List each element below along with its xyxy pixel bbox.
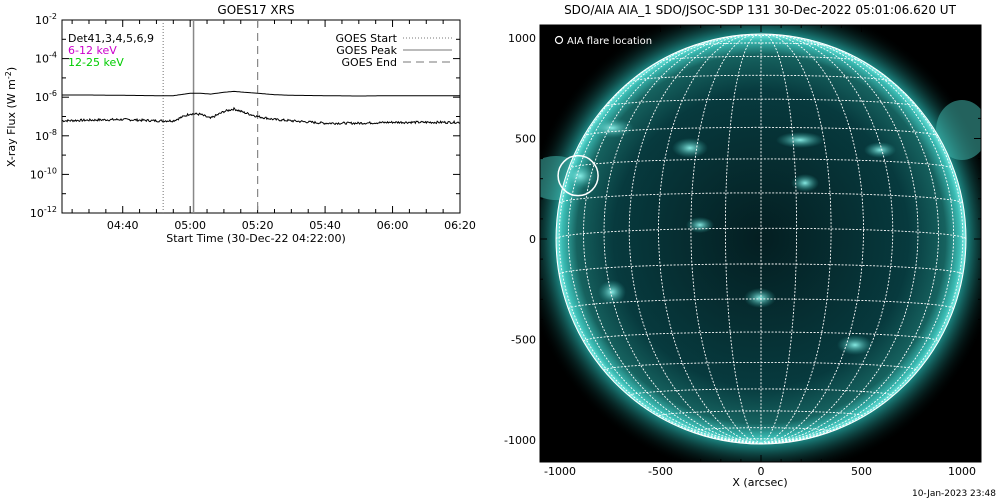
y-tick-exp: -10 (44, 166, 57, 175)
aia-x-tick-label: -1000 (544, 465, 576, 478)
active-region (837, 335, 873, 355)
aia-y-tick-label: 1000 (508, 32, 536, 45)
y-tick-label: 10-10 (30, 166, 57, 181)
x-tick-label: 05:40 (309, 219, 341, 232)
latitude-line (603, 98, 919, 108)
y-tick-exp: -12 (44, 205, 57, 214)
y-tick-label: 10-6 (35, 89, 57, 104)
latitude-line (556, 227, 966, 240)
aia-axes: -1000 -500 0 500 1000 1000 500 0 -500 -1000 (504, 25, 981, 478)
longitude-line (760, 34, 864, 444)
latitude-line (691, 42, 831, 47)
goes-channel-label-6-12: 6-12 keV (68, 44, 117, 57)
y-tick-exp: -4 (49, 51, 57, 60)
x-tick-label: 05:20 (242, 219, 274, 232)
aia-x-axis-label: X (arcsec) (732, 476, 787, 489)
longitude-line (583, 34, 762, 444)
longitude-line (690, 34, 762, 444)
y-tick-base: 10 (35, 53, 49, 66)
aia-y-tick-label: -1000 (504, 434, 536, 447)
x-tick-label: 06:20 (444, 219, 476, 232)
flare-legend-symbol (554, 35, 564, 45)
x-tick-label: 04:40 (107, 219, 139, 232)
aia-image-title: SDO/AIA AIA_1 SDO/JSOC-SDP 131 30-Dec-20… (564, 3, 957, 17)
aia-x-tick-label: -500 (648, 465, 673, 478)
aia-y-tick-label: -500 (511, 334, 536, 347)
longitude-line (567, 35, 762, 444)
goes-legend-end-label: GOES End (341, 56, 397, 69)
active-region (776, 132, 824, 148)
goes-channel-label-12-25: 12-25 keV (68, 56, 124, 69)
active-region (791, 174, 819, 192)
aia-y-tick-label: 500 (515, 133, 536, 146)
active-region (864, 142, 896, 158)
longitude-line (760, 34, 894, 444)
longitude-line (628, 34, 762, 444)
y-tick-exp: -8 (49, 128, 57, 137)
flare-location-circle (557, 154, 599, 197)
active-region (686, 217, 714, 233)
goes-legend-start-label: GOES Start (336, 32, 398, 45)
y-tick-base: 10 (30, 168, 44, 181)
aia-x-tick-label: 1000 (948, 465, 976, 478)
aia-limb-plume-west (936, 100, 981, 160)
y-tick-exp: -6 (49, 89, 57, 98)
aia-x-tick-label: 500 (851, 465, 872, 478)
latitude-line (658, 55, 864, 62)
aia-image-content: AIA flare location (540, 25, 981, 462)
active-region (744, 288, 776, 308)
goes-series-group (62, 90, 460, 126)
longitude-line (658, 34, 762, 444)
active-region (598, 280, 626, 304)
goes-legend: GOES Start GOES Peak GOES End (336, 32, 452, 69)
y-tick-exp: -2 (49, 12, 57, 21)
goes-y-axis-label-sup: -2 (4, 71, 13, 79)
longitude-line (558, 43, 762, 444)
y-tick-base: 10 (35, 130, 49, 143)
longitude-line (760, 34, 939, 444)
longitude-line (760, 34, 832, 444)
goes-series-short (62, 106, 460, 126)
longitude-line (760, 35, 955, 444)
y-tick-base: 10 (35, 14, 49, 27)
x-tick-label: 05:00 (174, 219, 206, 232)
goes-series-long (62, 90, 460, 97)
flare-legend-label: AIA flare location (567, 36, 652, 47)
latitude-line (628, 388, 894, 397)
goes-chart-title: GOES17 XRS (217, 3, 294, 17)
active-region (672, 138, 708, 158)
x-tick-label: 06:00 (377, 219, 409, 232)
aia-image-panel: SDO/AIA AIA_1 SDO/JSOC-SDP 131 30-Dec-20… (504, 3, 982, 489)
goes-y-axis-label: X-ray Flux (W m-2) (4, 67, 18, 167)
aia-x-tick-label: 0 (758, 465, 765, 478)
goes-x-axis: 04:40 05:00 05:20 05:40 06:00 06:20 (71, 20, 476, 232)
goes-x-axis-label: Start Time (30-Dec-22 04:22:00) (166, 232, 346, 245)
longitude-line (760, 34, 798, 444)
aia-limb-outline (555, 33, 967, 445)
footer-timestamp: 10-Jan-2023 23:48 (912, 489, 996, 499)
goes-y-axis-label-main: X-ray Flux (W m (5, 79, 18, 167)
y-tick-label: 10-12 (30, 205, 57, 220)
goes-legend-peak-label: GOES Peak (336, 44, 397, 57)
y-tick-label: 10-8 (35, 128, 57, 143)
y-tick-base: 10 (35, 91, 49, 104)
longitude-line (724, 34, 762, 444)
y-tick-label: 10-2 (35, 12, 57, 27)
y-tick-label: 10-4 (35, 51, 57, 66)
heliographic-grid (556, 34, 966, 444)
longitude-line (760, 43, 964, 444)
active-region (590, 118, 634, 138)
goes-channel-label-det: Det41,3,4,5,6,9 (68, 32, 154, 45)
y-tick-base: 10 (30, 207, 44, 220)
aia-y-tick-label: 0 (529, 233, 536, 246)
goes-event-lines (162, 20, 259, 213)
goes-plot-frame (61, 19, 461, 214)
goes-y-axis-label-close: ) (5, 67, 18, 71)
